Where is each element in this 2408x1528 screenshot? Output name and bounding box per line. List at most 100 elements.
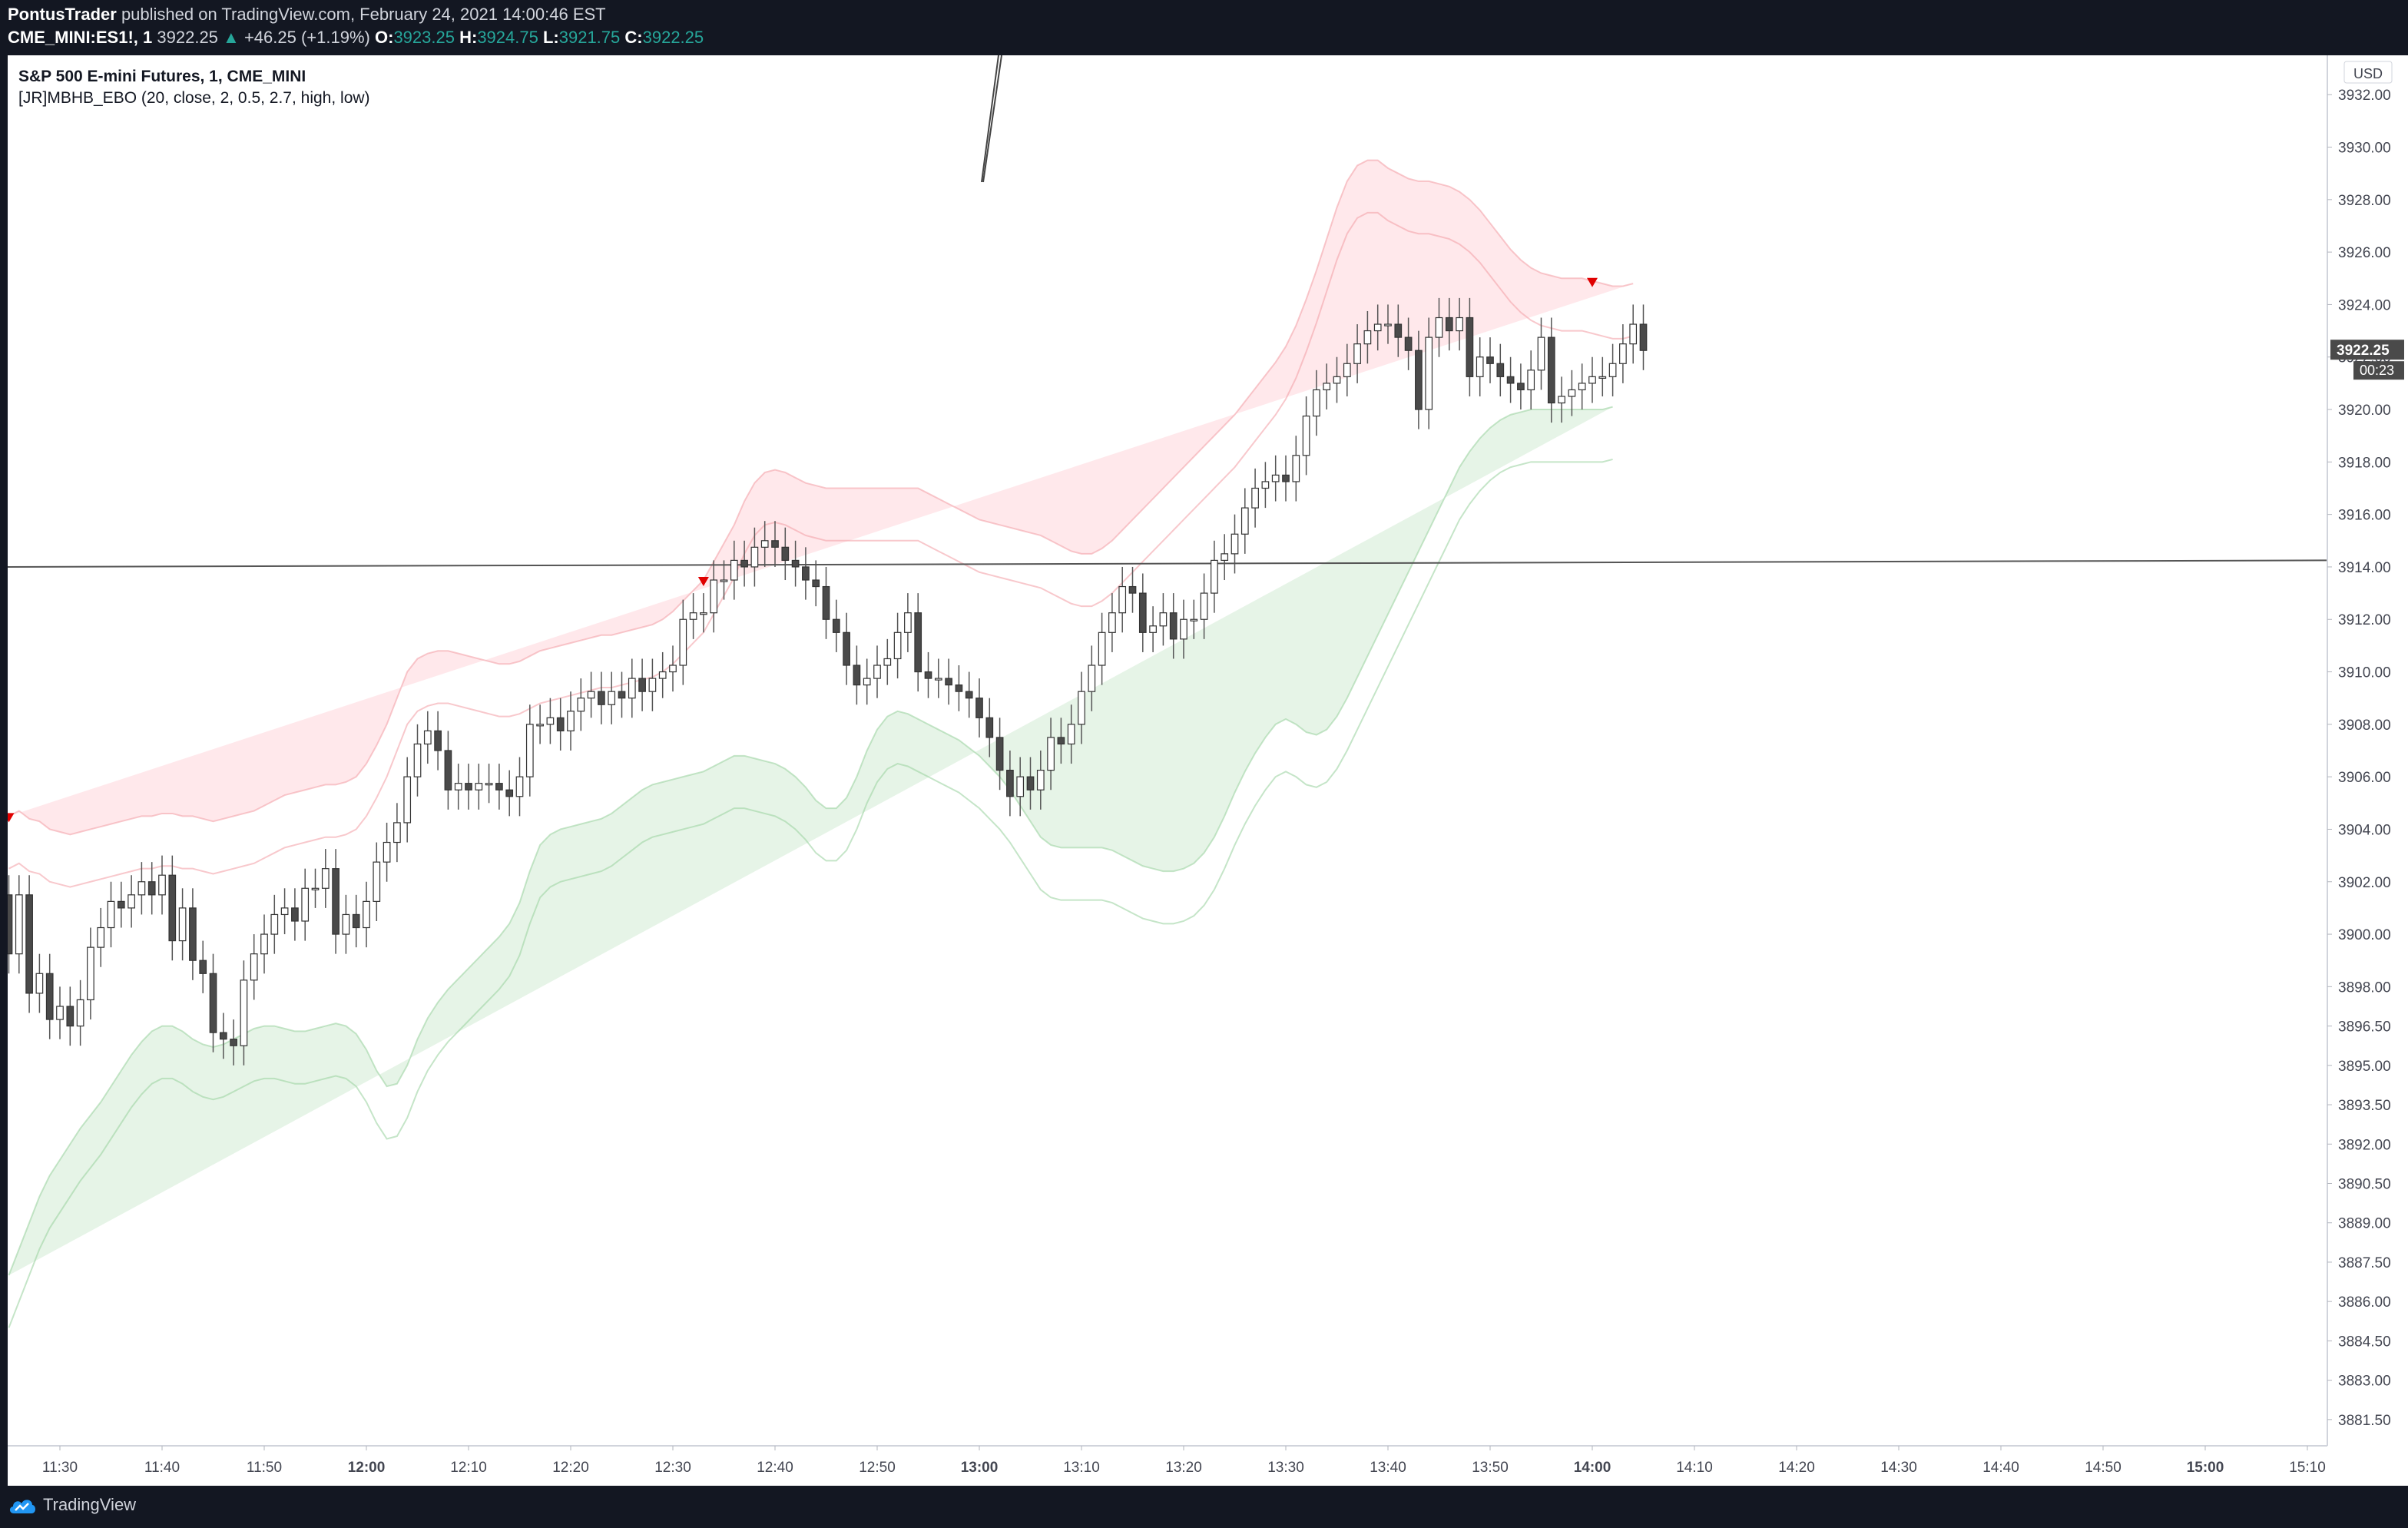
candle-body[interactable] bbox=[1108, 612, 1116, 633]
candle-body[interactable] bbox=[546, 717, 555, 725]
candle-body[interactable] bbox=[1588, 376, 1596, 384]
candle-body[interactable] bbox=[56, 1006, 64, 1020]
candle-body[interactable] bbox=[1415, 350, 1423, 410]
candle-body[interactable] bbox=[1230, 533, 1239, 555]
candle-body[interactable] bbox=[1598, 376, 1607, 379]
candle-body[interactable] bbox=[1026, 776, 1035, 791]
candle-body[interactable] bbox=[1608, 363, 1617, 377]
candle-body[interactable] bbox=[15, 894, 23, 955]
candle-body[interactable] bbox=[189, 907, 197, 961]
candle-body[interactable] bbox=[76, 999, 84, 1027]
candle-body[interactable] bbox=[158, 874, 166, 896]
candle-body[interactable] bbox=[1128, 585, 1137, 594]
candle-body[interactable] bbox=[1445, 317, 1453, 332]
candle-body[interactable] bbox=[760, 540, 769, 548]
candle-body[interactable] bbox=[301, 887, 310, 922]
candle-body[interactable] bbox=[1629, 323, 1638, 345]
candle-body[interactable] bbox=[873, 665, 881, 679]
candle-body[interactable] bbox=[444, 750, 452, 791]
candle-body[interactable] bbox=[924, 671, 932, 679]
candle-body[interactable] bbox=[1169, 612, 1178, 640]
candle-body[interactable] bbox=[1006, 770, 1014, 797]
candle-body[interactable] bbox=[608, 691, 616, 705]
candle-body[interactable] bbox=[219, 1032, 227, 1040]
candle-body[interactable] bbox=[1404, 336, 1413, 351]
candle-body[interactable] bbox=[1088, 665, 1096, 692]
candle-body[interactable] bbox=[658, 671, 667, 679]
candle-body[interactable] bbox=[495, 783, 503, 791]
candle-body[interactable] bbox=[87, 946, 94, 1001]
candle-body[interactable] bbox=[1149, 625, 1157, 633]
candle-body[interactable] bbox=[97, 926, 105, 948]
candle-body[interactable] bbox=[66, 1006, 75, 1027]
candle-body[interactable] bbox=[995, 737, 1004, 771]
candle-body[interactable] bbox=[270, 913, 279, 935]
candle-body[interactable] bbox=[934, 678, 942, 681]
candle-body[interactable] bbox=[1517, 383, 1525, 391]
candle-body[interactable] bbox=[802, 566, 810, 581]
candle-body[interactable] bbox=[1292, 455, 1300, 482]
candle-body[interactable] bbox=[230, 1039, 237, 1046]
candle-body[interactable] bbox=[423, 730, 432, 745]
candle-body[interactable] bbox=[598, 691, 605, 705]
tradingview-logo[interactable]: TradingView bbox=[8, 1495, 136, 1515]
candle-body[interactable] bbox=[1373, 323, 1382, 332]
candle-body[interactable] bbox=[1496, 363, 1505, 377]
candle-body[interactable] bbox=[853, 665, 861, 686]
candle-body[interactable] bbox=[383, 841, 391, 863]
indicator-label[interactable]: [JR]MBHB_EBO (20, close, 2, 0.5, 2.7, hi… bbox=[18, 89, 370, 107]
horizontal-line[interactable] bbox=[7, 559, 2328, 568]
candle-body[interactable] bbox=[454, 783, 462, 791]
chart-area[interactable]: USD 3932.00 3930.00 3928.00 3926.00 3924.00 3… bbox=[3, 55, 2408, 1486]
candle-body[interactable] bbox=[1476, 356, 1484, 377]
candle-body[interactable] bbox=[567, 711, 575, 731]
candle-body[interactable] bbox=[209, 973, 217, 1033]
candle-body[interactable] bbox=[771, 540, 779, 548]
candle-body[interactable] bbox=[260, 933, 268, 955]
candle-body[interactable] bbox=[1036, 770, 1045, 791]
candle-body[interactable] bbox=[1240, 507, 1249, 535]
candle-body[interactable] bbox=[1353, 343, 1361, 364]
candle-body[interactable] bbox=[321, 868, 330, 889]
candle-body[interactable] bbox=[1200, 592, 1208, 620]
candle-body[interactable] bbox=[178, 907, 187, 942]
candle-body[interactable] bbox=[1302, 415, 1310, 456]
candle-body[interactable] bbox=[291, 907, 299, 922]
candle-body[interactable] bbox=[1323, 383, 1331, 391]
candle-body[interactable] bbox=[689, 612, 697, 620]
candle-body[interactable] bbox=[1282, 474, 1290, 482]
candle-body[interactable] bbox=[618, 691, 626, 699]
candle-body[interactable] bbox=[465, 783, 472, 791]
candle-body[interactable] bbox=[168, 874, 177, 942]
candle-body[interactable] bbox=[403, 776, 412, 824]
candle-body[interactable] bbox=[832, 618, 840, 633]
candle-body[interactable] bbox=[1211, 559, 1218, 594]
candle-body[interactable] bbox=[515, 776, 524, 797]
candle-body[interactable] bbox=[1251, 487, 1259, 509]
candle-body[interactable] bbox=[536, 724, 544, 727]
candle-body[interactable] bbox=[669, 665, 677, 673]
candle-body[interactable] bbox=[904, 612, 912, 633]
candle-body[interactable] bbox=[1271, 474, 1280, 482]
candle-body[interactable] bbox=[1078, 691, 1085, 725]
candle-body[interactable] bbox=[1568, 389, 1576, 397]
candle-body[interactable] bbox=[1047, 737, 1055, 771]
candle-body[interactable] bbox=[1098, 631, 1106, 666]
candle-body[interactable] bbox=[393, 822, 401, 844]
candle-body[interactable] bbox=[863, 678, 871, 686]
candle-body[interactable] bbox=[577, 698, 585, 712]
candle-body[interactable] bbox=[812, 579, 820, 588]
candle-body[interactable] bbox=[25, 894, 33, 994]
candle-body[interactable] bbox=[679, 618, 687, 666]
candle-body[interactable] bbox=[1558, 396, 1565, 404]
candle-body[interactable] bbox=[965, 691, 973, 699]
candle-body[interactable] bbox=[1619, 343, 1627, 364]
currency-box[interactable] bbox=[2343, 61, 2393, 84]
drawn-trendline[interactable] bbox=[981, 55, 1002, 183]
candle-body[interactable] bbox=[1343, 363, 1351, 377]
candle-body[interactable] bbox=[1537, 336, 1545, 371]
candle-body[interactable] bbox=[1486, 356, 1494, 364]
candle-body[interactable] bbox=[638, 678, 646, 692]
candle-body[interactable] bbox=[1384, 323, 1392, 326]
candle-body[interactable] bbox=[556, 717, 565, 731]
